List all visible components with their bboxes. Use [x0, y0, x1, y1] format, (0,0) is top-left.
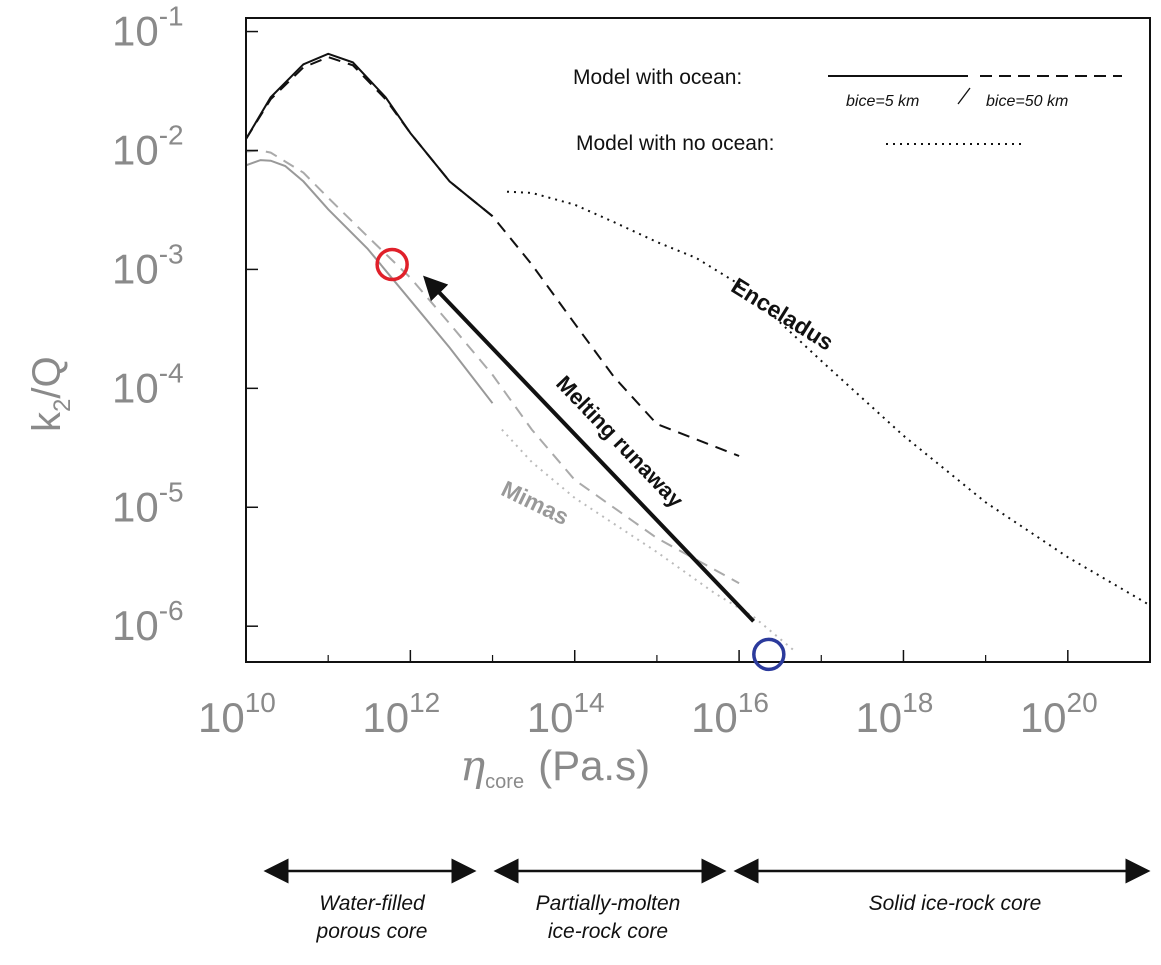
x-tick-label-4: 1018: [855, 687, 933, 741]
y-tick-label-5: 10-6: [112, 595, 184, 649]
region-2-line1: Partially-molten: [535, 892, 681, 915]
y-tick-label-1: 10-2: [112, 119, 184, 173]
red-circle-marker: [375, 247, 409, 282]
region-3-line1: Solid ice-rock core: [868, 892, 1042, 915]
melting-runaway-label: Melting runaway: [551, 371, 689, 513]
enceladus-label: Enceladus: [727, 272, 838, 355]
legend-ice50-label: bice=50 km: [986, 93, 1068, 110]
x-tick-label-3: 1016: [691, 687, 769, 741]
region-label-2: Partially-molten ice-rock core: [488, 890, 728, 946]
region-1-line1: Water-filled: [319, 892, 425, 915]
x-tick-label-5: 1020: [1020, 687, 1098, 741]
series-line-1: [245, 52, 494, 217]
series-line-5: [245, 149, 740, 585]
annotation-layer: Melting runaway Enceladus Mimas: [375, 247, 838, 672]
y-tick-label-3: 10-4: [112, 357, 184, 411]
y-tick-label-0: 10-1: [112, 1, 184, 55]
x-axis-label: ηcore (Pa.s): [460, 741, 650, 793]
x-tick-label-1: 1012: [362, 687, 440, 741]
legend-ice5-label: bice=5 km: [846, 93, 919, 110]
region-2-line2: ice-rock core: [547, 920, 669, 943]
series-line-4: [245, 159, 494, 404]
legend-tick: [957, 87, 971, 105]
y-axis-label: k2/Q: [25, 356, 76, 432]
x-tick-label-0: 1010: [198, 687, 276, 741]
region-label-3: Solid ice-rock core: [820, 890, 1090, 918]
tick-layer: 1010 1012 1014 1016 1018 1020 10-1 10-2 10-3 10-4…: [112, 1, 1098, 741]
y-tick-label-2: 10-3: [112, 238, 184, 292]
melting-runaway-arrow: [423, 275, 756, 623]
plot-frame: [245, 17, 1151, 663]
region-1-line2: porous core: [316, 920, 428, 943]
legend-ocean-label: Model with ocean:: [573, 66, 742, 89]
x-tick-label-2: 1014: [527, 687, 605, 741]
series-line-2: [245, 56, 740, 457]
y-tick-label-4: 10-5: [112, 476, 184, 530]
mimas-label: Mimas: [497, 475, 573, 530]
series-line-3: [506, 190, 1151, 607]
region-label-1: Water-filled porous core: [252, 890, 492, 946]
series-layer: [245, 52, 1151, 654]
blue-circle-marker: [752, 637, 786, 672]
legend: Model with ocean: bice=5 km bice=50 km M…: [573, 66, 1122, 155]
legend-no-ocean-label: Model with no ocean:: [576, 132, 774, 155]
